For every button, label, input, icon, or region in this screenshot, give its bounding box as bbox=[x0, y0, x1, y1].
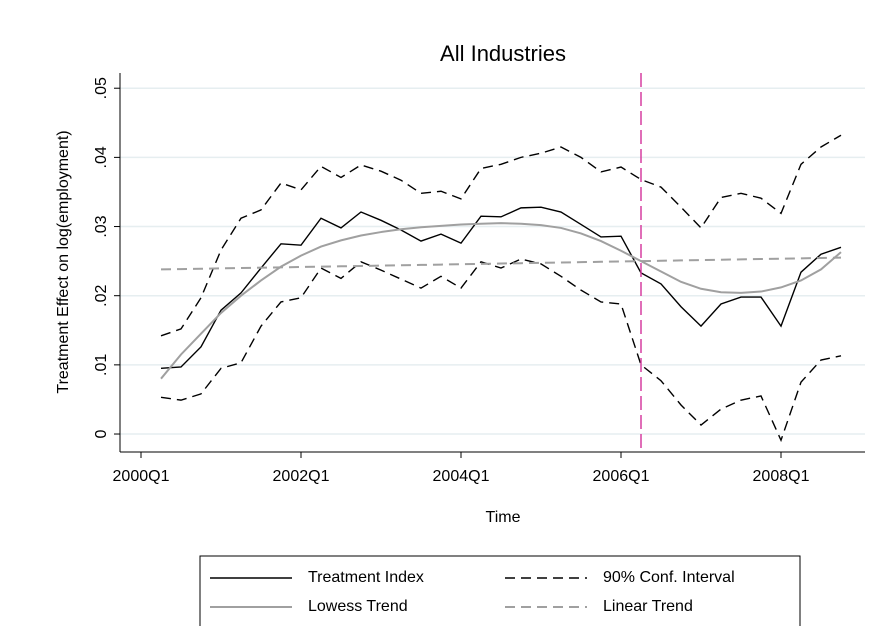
series-line bbox=[160, 258, 842, 443]
series-line bbox=[160, 256, 842, 271]
y-tick-label: .01 bbox=[93, 354, 110, 376]
x-tick-label: 2006Q1 bbox=[593, 468, 650, 485]
x-tick-label: 2008Q1 bbox=[753, 468, 810, 485]
y-tick-label: .03 bbox=[93, 215, 110, 237]
x-tick-label: 2000Q1 bbox=[113, 468, 170, 485]
legend-label: 90% Conf. Interval bbox=[603, 569, 735, 586]
legend-label: Treatment Index bbox=[308, 569, 424, 586]
x-axis-label: Time bbox=[486, 509, 521, 526]
y-tick-label: 0 bbox=[93, 429, 110, 438]
series-line bbox=[160, 222, 842, 380]
y-tick-label: .02 bbox=[93, 284, 110, 306]
legend-box bbox=[199, 555, 801, 626]
series-line bbox=[160, 206, 842, 370]
y-axis-label: Treatment Effect on log(employment) bbox=[55, 130, 72, 393]
y-tick-label: .05 bbox=[93, 77, 110, 99]
series-line bbox=[160, 134, 842, 337]
legend-label: Lowess Trend bbox=[308, 598, 408, 615]
chart-title: All Industries bbox=[440, 41, 566, 66]
y-tick-label: .04 bbox=[93, 146, 110, 168]
x-tick-label: 2002Q1 bbox=[273, 468, 330, 485]
legend-label: Linear Trend bbox=[603, 598, 693, 615]
x-tick-label: 2004Q1 bbox=[433, 468, 490, 485]
